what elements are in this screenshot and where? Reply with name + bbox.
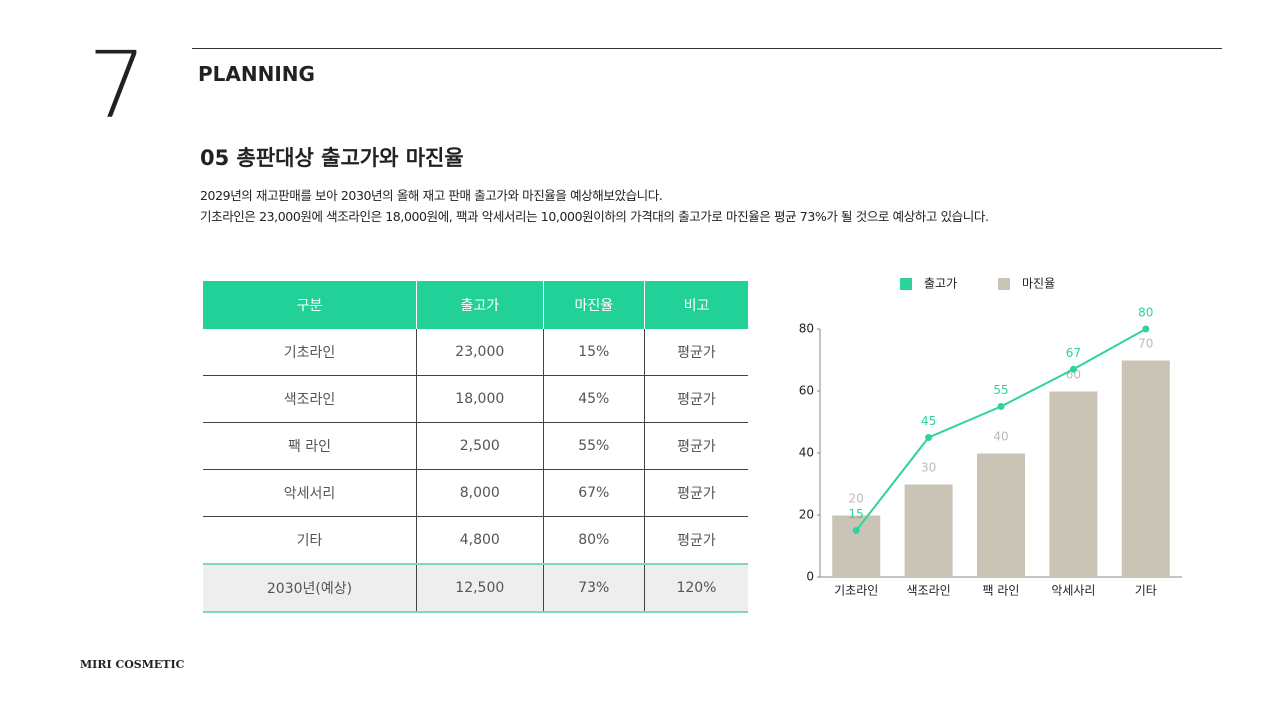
bar: [904, 484, 953, 577]
legend-label: 출고가: [924, 277, 957, 291]
x-tick-label: 악세사리: [1051, 584, 1095, 598]
table-row: 팩 라인 2,500 55% 평균가: [203, 422, 748, 470]
table-row: 악세서리 8,000 67% 평균가: [203, 469, 748, 517]
data-label: 20: [849, 492, 864, 506]
y-tick-label: 20: [799, 508, 814, 522]
x-tick-label: 기초라인: [834, 584, 878, 598]
table-cell: 4,800: [416, 516, 544, 565]
bar: [1121, 360, 1170, 577]
x-tick-label: 기타: [1135, 584, 1157, 598]
column-header: 비고: [643, 281, 748, 329]
table-cell: 기초라인: [203, 329, 417, 376]
data-label: 15: [849, 507, 864, 521]
heading: 05 총판대상 출고가와 마진율: [200, 146, 464, 170]
brand: MIRI COSMETIC: [80, 658, 185, 671]
table-cell: 평균가: [643, 469, 748, 517]
data-label: 67: [1066, 346, 1081, 360]
table-cell: 평균가: [643, 422, 748, 470]
table-cell: 기타: [203, 516, 417, 565]
y-tick-label: 0: [806, 570, 814, 584]
table-cell: 색조라인: [203, 375, 417, 423]
column-header: 구분: [203, 281, 417, 329]
y-tick-label: 60: [799, 384, 814, 398]
section-title: PLANNING: [198, 62, 315, 86]
x-tick-label: 팩 라인: [983, 584, 1020, 598]
page-number: 7: [88, 32, 147, 139]
table-cell: 팩 라인: [203, 422, 417, 470]
table-cell: 평균가: [643, 516, 748, 565]
table-cell: 45%: [542, 375, 645, 423]
table-row: 기타 4,800 80% 평균가: [203, 516, 748, 565]
table-cell: 15%: [542, 329, 645, 376]
table-cell: 8,000: [416, 469, 544, 517]
data-label: 30: [921, 461, 936, 475]
point: [1069, 365, 1077, 373]
point: [852, 527, 860, 534]
table: 구분 출고가 마진율 비고 기초라인 23,000 15% 평균가 색조라인 18,000 45% 평…: [203, 281, 748, 613]
table-cell: 55%: [542, 422, 645, 470]
bar: [832, 515, 881, 577]
table-cell: 2,500: [416, 422, 544, 470]
table-cell: 80%: [542, 516, 645, 565]
data-label: 45: [921, 414, 936, 428]
legend-swatch: [900, 278, 912, 290]
description: 2029년의 재고판매를 보아 2030년의 올해 재고 판매 출고가와 마진율…: [200, 188, 663, 203]
table-cell: 2030년(예상): [203, 563, 417, 613]
table-row: 색조라인 18,000 45% 평균가: [203, 375, 748, 423]
table-cell: 73%: [542, 563, 645, 613]
table-header: 구분 출고가 마진율 비고: [203, 281, 748, 329]
point: [925, 434, 933, 441]
table-row: 기초라인 23,000 15% 평균가: [203, 329, 748, 376]
table-cell: 악세서리: [203, 469, 417, 517]
point: [997, 403, 1005, 410]
column-header: 출고가: [416, 281, 544, 329]
data-label: 80: [1138, 306, 1153, 320]
data-label: 40: [993, 430, 1008, 444]
table-cell: 평균가: [643, 329, 748, 376]
point: [1142, 325, 1150, 333]
table-cell: 12,500: [416, 563, 544, 613]
column-header: 마진율: [542, 281, 645, 329]
table-cell: 120%: [643, 563, 748, 613]
data-label: 55: [993, 383, 1008, 397]
divider: [192, 48, 1222, 49]
legend-swatch: [998, 278, 1010, 290]
x-tick-label: 색조라인: [907, 584, 951, 598]
table-cell: 67%: [542, 469, 645, 517]
legend-label: 마진율: [1022, 277, 1055, 291]
description: 기초라인은 23,000원에 색조라인은 18,000원에, 팩과 악세서리는 …: [200, 209, 989, 224]
table-cell: 평균가: [643, 375, 748, 423]
table-cell: 23,000: [416, 329, 544, 376]
bar: [1049, 391, 1098, 577]
data-label: 70: [1138, 337, 1153, 351]
y-tick-label: 40: [799, 446, 814, 460]
bar: [977, 453, 1025, 577]
table-cell: 18,000: [416, 375, 544, 423]
table-row: 2030년(예상) 12,500 73% 120%: [203, 563, 748, 613]
y-tick-label: 80: [799, 322, 814, 336]
